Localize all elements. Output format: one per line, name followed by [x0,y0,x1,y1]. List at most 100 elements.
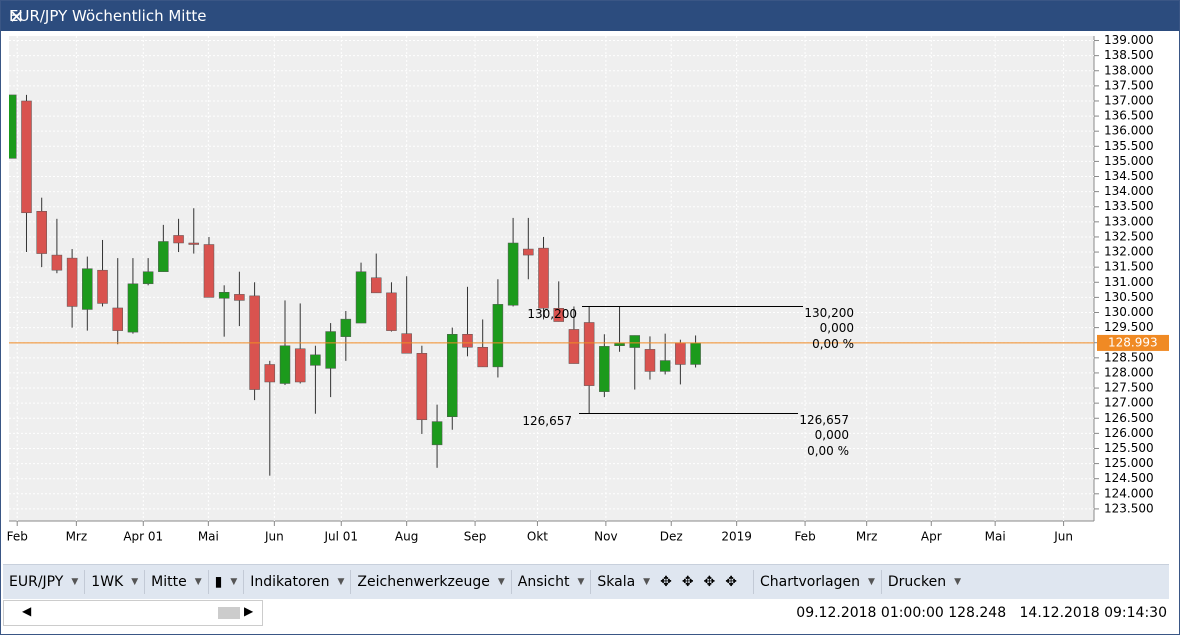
label: Zeichenwerkzeuge [357,574,490,590]
y-tick-label: 133.500 [1104,199,1154,213]
candle-body [142,271,154,285]
x-tick-label: 2019 [721,530,752,544]
label: Drucken [887,574,947,590]
drawing-menu[interactable]: Zeichenwerkzeuge ▼ [351,570,512,594]
y-tick-label: 136.000 [1104,124,1154,138]
label: Chartvorlagen [760,574,860,590]
y-tick-label: 130.500 [1104,290,1154,304]
x-tick-label: Aug [395,530,418,544]
title-bar: EUR/JPY Wöchentlich Mitte ✕ [1,1,1179,31]
x-tick-label: Apr [921,530,942,544]
candle-body [370,277,382,294]
cursor-info: 09.12.2018 01:00:00 128.248 [796,605,1007,621]
y-tick-label: 135.500 [1104,139,1154,153]
candle-body [51,254,63,271]
x-tick-label: Apr 01 [123,530,163,544]
y-tick-label: 125.500 [1104,441,1154,455]
label: Ansicht [517,574,570,590]
status-bar: 09.12.2018 01:00:00 128.248 14.12.2018 0… [796,605,1167,621]
candle-body [462,334,473,348]
candle-body [82,268,93,310]
x-tick-label: Mrz [66,530,88,544]
candle-body [538,247,549,309]
candle-body [158,241,169,272]
price-dropdown[interactable]: Mitte ▼ [145,570,209,594]
candle-body [568,329,580,364]
candle-body [507,242,519,306]
y-tick-label: 134.500 [1104,169,1154,183]
candle-body [386,292,397,331]
candle-body [203,244,215,298]
x-tick-label: Okt [527,530,548,544]
period-dropdown[interactable]: 1WK ▼ [85,570,146,594]
level-change-pct: 0,00 % [812,337,854,351]
y-axis-area [1094,36,1169,521]
label: 1WK [91,574,124,590]
x-tick-label: Jul 01 [323,530,358,544]
candle-body [659,360,671,372]
candle-body [599,346,610,392]
candle-body [310,354,321,366]
label: EUR/JPY [9,574,64,590]
candle-body [477,346,488,368]
y-tick-label: 124.500 [1104,471,1154,485]
y-tick-label: 128.000 [1104,365,1154,379]
y-tick-label: 138.500 [1104,48,1154,62]
label: Skala [597,574,636,590]
y-tick-label: 130.000 [1104,305,1154,319]
templates-menu[interactable]: Chartvorlagen ▼ [754,570,882,594]
candle-body [553,308,564,322]
y-tick-label: 137.500 [1104,78,1154,92]
print-menu[interactable]: Drucken ▼ [887,574,961,590]
scale-menu[interactable]: Skala ▼ ✥✥✥✥ [591,570,755,594]
candle-body [355,271,367,324]
x-tick-label: Sep [464,530,487,544]
x-tick-label: Feb [794,530,815,544]
label: Mitte [151,574,187,590]
candle-body [644,349,656,372]
candle-body [188,242,200,245]
level-label: 130,200 [527,307,577,321]
view-menu[interactable]: Ansicht ▼ [512,570,592,594]
candle-body [431,421,443,446]
last-price-label: 128.993 [1108,335,1158,349]
y-tick-label: 123.500 [1104,501,1154,515]
close-button[interactable]: ✕ [9,7,25,28]
label: Indikatoren [250,574,330,590]
scrollbar[interactable]: ◀ ▶ [3,600,263,626]
y-tick-label: 125.000 [1104,456,1154,470]
candle-body [523,248,534,256]
candle-body [279,345,291,384]
y-tick-label: 134.000 [1104,184,1154,198]
candle-body [112,307,123,331]
candle-body [416,353,428,421]
chart: 123.500124.000124.500125.000125.500126.0… [7,33,1169,544]
candle-body [340,318,352,337]
candle-body [264,364,276,383]
chart-type-dropdown[interactable]: ▮ ▼ [209,570,245,594]
candle-body [294,348,306,383]
x-tick-label: Mai [985,530,1006,544]
timestamp: 14.12.2018 09:14:30 [1019,605,1168,621]
y-tick-label: 132.000 [1104,245,1154,259]
y-tick-label: 124.000 [1104,486,1154,500]
y-tick-label: 131.500 [1104,260,1154,274]
candle-body [9,94,17,159]
level-change-pct: 0,00 % [807,444,849,458]
candle-body [21,100,32,214]
level-change: 0,000 [820,321,854,335]
x-tick-label: Feb [7,530,28,544]
toolbar: EUR/JPY ▼ 1WK ▼ Mitte ▼ ▮ ▼ Indikatoren ▼ Zei… [3,564,1169,599]
candles [9,94,701,476]
symbol-dropdown[interactable]: EUR/JPY ▼ [3,570,86,594]
x-tick-label: Dez [660,530,683,544]
y-tick-label: 135.000 [1104,154,1154,168]
y-tick-label: 133.000 [1104,214,1154,228]
candle-body [447,334,458,417]
y-tick-label: 139.000 [1104,33,1154,47]
candle-body [218,291,230,299]
y-tick-label: 128.500 [1104,350,1154,364]
candle-body [492,304,504,368]
indicators-menu[interactable]: Indikatoren ▼ [244,570,352,594]
